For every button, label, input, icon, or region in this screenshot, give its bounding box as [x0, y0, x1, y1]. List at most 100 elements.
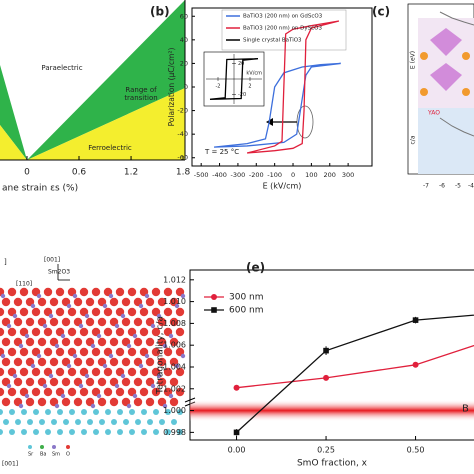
atom: [169, 317, 179, 327]
panel-a: Paraelectric Ferroelectric ane strain εs…: [0, 0, 186, 194]
atom: [81, 409, 87, 415]
atom: [49, 297, 59, 307]
atom: [60, 333, 66, 339]
atom: [39, 419, 45, 425]
panel-label: (e): [246, 261, 265, 275]
x-tick-label: 0.6: [72, 168, 87, 178]
atom: [150, 323, 156, 329]
x-tick-label: 0.00: [228, 446, 246, 455]
y-tick-label: 1.006: [163, 341, 186, 350]
x-axis-label: E (kV/cm): [263, 182, 302, 191]
atom: [67, 367, 77, 377]
atom: [97, 377, 107, 387]
y-tick-label: 20: [180, 59, 188, 67]
x-tick-label: 0: [291, 171, 295, 179]
atom: [3, 419, 9, 425]
x-tick-label: -4: [468, 183, 474, 190]
series-line: [246, 20, 340, 154]
atom: [174, 363, 180, 369]
x-tick-label: 1.8: [176, 168, 191, 178]
atom: [31, 367, 41, 377]
tag: YAO: [427, 110, 440, 117]
atom: [163, 347, 173, 357]
legend-swatch: [40, 445, 44, 449]
atom: [90, 343, 96, 349]
y-tick-label: 1.004: [163, 362, 186, 371]
atom: [174, 303, 180, 309]
atom: [139, 307, 149, 317]
region-label: Range of transition: [124, 86, 158, 102]
atom: [42, 323, 48, 329]
inset-x-label: kV/cm: [246, 71, 262, 77]
atom: [85, 317, 95, 327]
atom: [25, 397, 35, 407]
atom: [108, 293, 114, 299]
atom: [133, 377, 143, 387]
atom: [157, 317, 167, 327]
atom: [1, 397, 11, 407]
atom: [63, 419, 69, 425]
atom: [19, 287, 29, 297]
atom: [67, 307, 77, 317]
atom: [25, 377, 35, 387]
y-tick-label: -60: [177, 154, 188, 162]
atom: [180, 293, 186, 299]
plot-frame: [189, 269, 474, 441]
atom: [55, 347, 65, 357]
atom: [73, 337, 83, 347]
atom: [105, 409, 111, 415]
atom: [138, 363, 144, 369]
atom: [145, 297, 155, 307]
atom: [30, 363, 36, 369]
atom: [120, 373, 126, 379]
legend-marker: [211, 294, 217, 300]
atom: [61, 397, 71, 407]
curve: [439, 11, 474, 26]
atom: [117, 409, 123, 415]
atom: [49, 377, 59, 387]
atom: [81, 429, 87, 435]
atom: [127, 307, 137, 317]
atom: [145, 337, 155, 347]
atom: [43, 287, 53, 297]
legend-label: 300 nm: [229, 293, 264, 303]
atom: [121, 357, 131, 367]
atom: [7, 287, 17, 297]
series-line: [236, 344, 474, 389]
atom: [69, 409, 75, 415]
atom: [99, 419, 105, 425]
atom: [75, 419, 81, 425]
atom: [109, 337, 119, 347]
atom: [25, 337, 35, 347]
atom: [33, 409, 39, 415]
atom: [49, 357, 59, 367]
atom: [175, 387, 185, 397]
atom: [13, 377, 23, 387]
legend-label: Sm: [52, 452, 60, 458]
atom: [157, 297, 167, 307]
paraelectric-region: [0, 0, 185, 160]
panel-b: (b) E (kV/cm) Polarization (μC/cm²) T = …: [150, 5, 373, 191]
y-tick-label: -20: [177, 107, 188, 115]
data-point: [412, 317, 419, 323]
atom: [145, 357, 155, 367]
y-tick-label: 60: [180, 12, 188, 20]
legend-label: 600 nm: [229, 306, 264, 316]
atom: [90, 403, 96, 409]
atom: [18, 343, 24, 349]
atom: [153, 409, 159, 415]
x-tick-label: -200: [249, 171, 264, 179]
x-tick-label: 100: [305, 171, 317, 179]
atom: [37, 357, 47, 367]
legend-label: O: [66, 452, 70, 458]
atom: [103, 327, 113, 337]
atom: [36, 293, 42, 299]
legend-swatch: [28, 445, 32, 449]
atom: [85, 357, 95, 367]
atom: [7, 387, 17, 397]
panel-c: (c) YAO E (eV) c/a -7 -6 -5 -4: [372, 3, 474, 190]
x-tick-label: -6: [439, 183, 445, 190]
atom: [79, 327, 89, 337]
atom: [97, 317, 107, 327]
